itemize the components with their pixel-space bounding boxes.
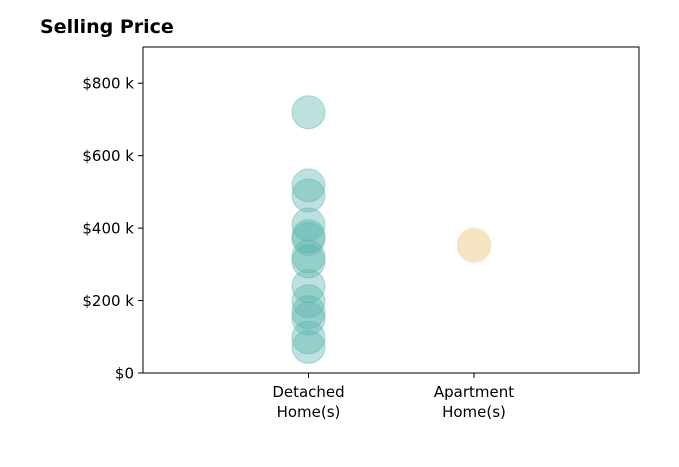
x-tick-label: Detached Home(s) xyxy=(272,383,344,421)
data-point xyxy=(291,284,326,319)
data-point xyxy=(291,168,326,203)
data-point xyxy=(291,320,326,355)
data-point xyxy=(291,221,326,256)
data-point xyxy=(291,95,326,130)
data-point xyxy=(291,269,326,304)
data-point xyxy=(291,239,326,274)
data-point xyxy=(291,244,326,279)
y-tick-label: $600 k xyxy=(82,147,134,165)
data-point xyxy=(291,295,326,330)
data-point xyxy=(291,329,326,364)
y-tick-label: $400 k xyxy=(82,220,134,238)
plot-frame xyxy=(142,46,640,374)
y-tick-label: $0 xyxy=(115,365,134,383)
y-tick-label: $200 k xyxy=(82,292,134,310)
data-point xyxy=(457,229,491,264)
x-tick-label: Apartment Home(s) xyxy=(434,383,514,421)
chart-title: Selling Price xyxy=(40,16,174,38)
data-point xyxy=(291,178,326,213)
data-point xyxy=(291,207,326,242)
data-point xyxy=(291,301,326,336)
y-tick-label: $800 k xyxy=(82,75,134,93)
data-point xyxy=(457,227,491,262)
data-point xyxy=(291,219,326,254)
